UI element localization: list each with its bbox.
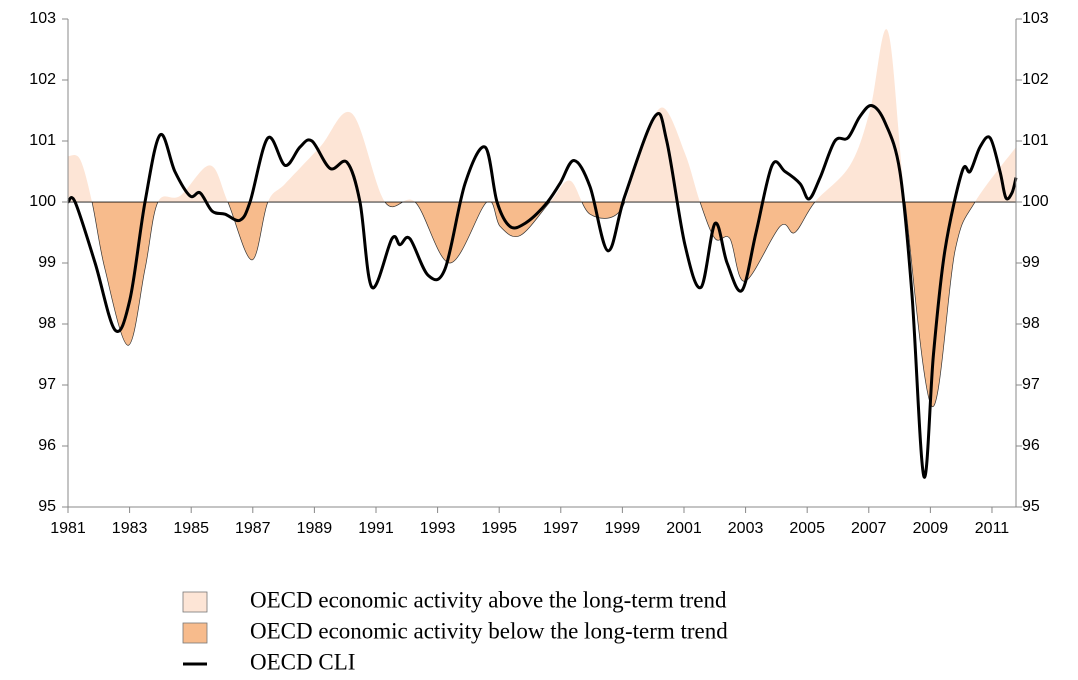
y2-tick-label: 98: [1022, 315, 1040, 332]
legend-label: OECD CLI: [250, 649, 355, 674]
y2-tick-label: 95: [1022, 498, 1040, 515]
y-tick-label: 96: [38, 437, 56, 454]
x-tick-label: 1989: [297, 520, 333, 537]
area-below: [67, 202, 1017, 407]
x-tick-label: 2007: [851, 520, 887, 537]
y-tick-label: 99: [38, 254, 56, 271]
x-tick-label: 1993: [420, 520, 456, 537]
x-tick-label: 1985: [173, 520, 209, 537]
y-tick-label: 102: [29, 71, 56, 88]
y-tick-label: 101: [29, 132, 56, 149]
legend-label: OECD economic activity above the long-te…: [250, 587, 727, 612]
legend-swatch: [182, 622, 208, 644]
y-tick-label: 103: [29, 10, 56, 27]
x-tick-label: 1981: [50, 520, 86, 537]
x-tick-label: 2003: [728, 520, 764, 537]
y2-tick-label: 102: [1022, 71, 1049, 88]
y2-tick-label: 101: [1022, 132, 1049, 149]
y2-tick-label: 103: [1022, 10, 1049, 27]
x-tick-label: 1997: [543, 520, 579, 537]
x-tick-label: 1999: [605, 520, 641, 537]
x-tick-label: 1987: [235, 520, 271, 537]
area-above: [68, 29, 1016, 202]
legend-swatch: [182, 591, 208, 613]
y2-tick-label: 100: [1022, 193, 1049, 210]
x-tick-label: 2001: [666, 520, 702, 537]
cli-line: [66, 104, 1018, 479]
legend-label: OECD economic activity below the long-te…: [250, 618, 728, 643]
y2-tick-label: 97: [1022, 376, 1040, 393]
y-tick-label: 98: [38, 315, 56, 332]
x-tick-label: 1983: [112, 520, 148, 537]
x-tick-label: 2009: [913, 520, 949, 537]
y2-tick-label: 99: [1022, 254, 1040, 271]
x-tick-label: 1991: [358, 520, 394, 537]
x-tick-label: 2005: [789, 520, 825, 537]
x-tick-label: 2011: [975, 520, 1010, 537]
y2-tick-label: 96: [1022, 437, 1040, 454]
x-tick-label: 1995: [481, 520, 517, 537]
y-tick-label: 97: [38, 376, 56, 393]
y-tick-label: 95: [38, 498, 56, 515]
y-tick-label: 100: [29, 193, 56, 210]
